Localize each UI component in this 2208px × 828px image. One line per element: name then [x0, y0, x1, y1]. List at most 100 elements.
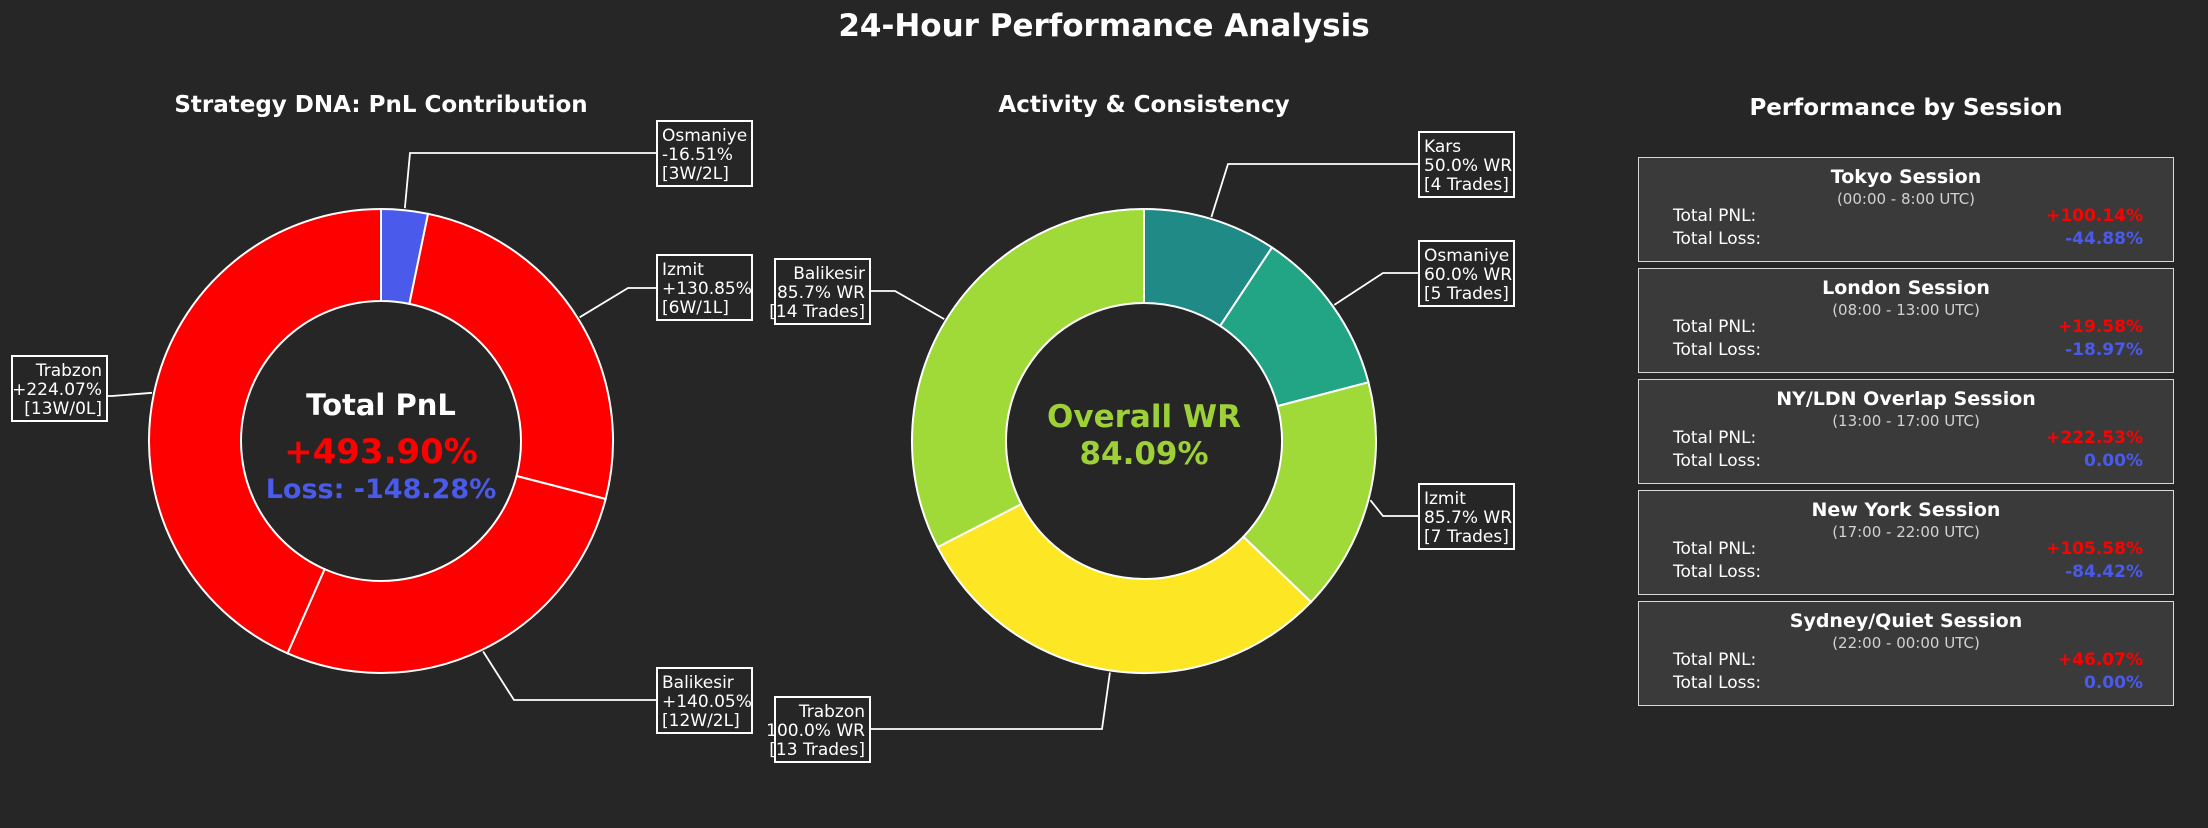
session-pnl-row: Total PNL: +222.53% — [1673, 428, 2143, 448]
session-loss-label: Total Loss: — [1673, 229, 1762, 249]
session-hours: (13:00 - 17:00 UTC) — [1832, 412, 1980, 430]
label-text: [7 Trades] — [1424, 527, 1509, 547]
pnl-label-osmaniye: Osmaniye-16.51%[3W/2L] — [656, 120, 753, 187]
session-loss-value: 0.00% — [2084, 451, 2143, 471]
session-card-new-york: New York Session (17:00 - 22:00 UTC) Tot… — [1638, 490, 2174, 595]
label-box — [774, 696, 871, 763]
session-pnl-value: +105.58% — [2046, 539, 2143, 559]
leader-line — [579, 287, 657, 319]
session-hours: (08:00 - 13:00 UTC) — [1832, 301, 1980, 319]
session-loss-value: -84.42% — [2065, 562, 2143, 582]
label-text: Osmaniye — [1424, 246, 1509, 266]
session-hours: (17:00 - 22:00 UTC) — [1832, 523, 1980, 541]
pnl-label-trabzon: Trabzon+224.07%[13W/0L] — [11, 355, 108, 422]
session-pnl-label: Total PNL: — [1673, 539, 1757, 559]
label-text: +224.07% — [12, 380, 102, 400]
label-text: 85.7% WR — [777, 283, 865, 303]
label-text: Izmit — [1424, 489, 1466, 509]
label-text: [5 Trades] — [1424, 284, 1509, 304]
session-pnl-label: Total PNL: — [1673, 428, 1757, 448]
session-card-ny-ldn-overlap: NY/LDN Overlap Session (13:00 - 17:00 UT… — [1638, 379, 2174, 484]
pnl-chart-title: Strategy DNA: PnL Contribution — [174, 92, 588, 118]
label-text: Izmit — [662, 260, 704, 280]
session-loss-row: Total Loss: -18.97% — [1673, 340, 2143, 360]
leader-line — [403, 152, 657, 209]
label-box — [656, 667, 753, 734]
label-text: Kars — [1424, 137, 1461, 157]
leader-line — [482, 651, 657, 701]
label-text: Trabzon — [35, 361, 102, 381]
session-name: NY/LDN Overlap Session — [1776, 388, 2036, 410]
session-loss-row: Total Loss: 0.00% — [1673, 673, 2143, 693]
session-loss-label: Total Loss: — [1673, 340, 1762, 360]
session-loss-row: Total Loss: -84.42% — [1673, 562, 2143, 582]
label-text: Osmaniye — [662, 126, 747, 146]
pnl-center-total: +493.90% — [284, 432, 478, 472]
pnl-slice-izmit — [408, 212, 614, 501]
session-loss-row: Total Loss: 0.00% — [1673, 451, 2143, 471]
label-text: [14 Trades] — [769, 302, 865, 322]
leader-line — [870, 672, 1111, 730]
label-text: Trabzon — [798, 702, 865, 722]
label-text: 60.0% WR — [1424, 265, 1512, 285]
session-pnl-row: Total PNL: +100.14% — [1673, 206, 2143, 226]
session-loss-value: -44.88% — [2065, 229, 2143, 249]
leader-line — [1369, 499, 1419, 517]
label-text: 100.0% WR — [766, 721, 865, 741]
session-hours: (00:00 - 8:00 UTC) — [1836, 190, 1976, 208]
session-name: Tokyo Session — [1830, 166, 1982, 188]
label-box — [1418, 131, 1515, 198]
label-box — [11, 355, 108, 422]
label-text: 85.7% WR — [1424, 508, 1512, 528]
session-pnl-value: +46.07% — [2057, 650, 2143, 670]
pnl-label-izmit: Izmit+130.85%[6W/1L] — [656, 254, 753, 321]
session-loss-row: Total Loss: -44.88% — [1673, 229, 2143, 249]
session-hours: (22:00 - 00:00 UTC) — [1832, 634, 1980, 652]
session-loss-label: Total Loss: — [1673, 451, 1762, 471]
session-pnl-label: Total PNL: — [1673, 317, 1757, 337]
page-title: 24-Hour Performance Analysis — [838, 8, 1370, 44]
label-text: Balikesir — [793, 264, 865, 284]
session-card-tokyo: Tokyo Session (00:00 - 8:00 UTC) Total P… — [1638, 157, 2174, 262]
session-loss-value: 0.00% — [2084, 673, 2143, 693]
label-text: [13 Trades] — [769, 740, 865, 760]
session-pnl-value: +222.53% — [2046, 428, 2143, 448]
activity-chart-title: Activity & Consistency — [998, 92, 1290, 118]
label-text: 50.0% WR — [1424, 156, 1512, 176]
pnl-center-heading: Total PnL — [306, 388, 456, 422]
pnl-donut-chart: Osmaniye-16.51%[3W/2L] Izmit+130.85%[6W/1… — [11, 120, 753, 734]
pnl-slice-trabzon — [148, 207, 382, 655]
label-text: +130.85% — [662, 279, 752, 299]
label-text: [6W/1L] — [662, 298, 729, 318]
wr-slice-balikesir — [911, 207, 1145, 549]
wr-center-heading: Overall WR — [1047, 399, 1241, 435]
leader-line — [870, 290, 945, 320]
label-text: Balikesir — [662, 673, 734, 693]
session-name: New York Session — [1811, 499, 2001, 521]
leader-line — [1333, 272, 1419, 306]
session-pnl-row: Total PNL: +105.58% — [1673, 539, 2143, 559]
pnl-slice-balikesir — [286, 474, 607, 674]
wr-center-value: 84.09% — [1079, 436, 1208, 472]
label-box — [774, 258, 871, 325]
session-card-london: London Session (08:00 - 13:00 UTC) Total… — [1638, 268, 2174, 373]
session-name: Sydney/Quiet Session — [1789, 610, 2023, 632]
pnl-label-balikesir: Balikesir+140.05%[12W/2L] — [656, 667, 753, 734]
label-box — [1418, 483, 1515, 550]
session-panel: Tokyo Session (00:00 - 8:00 UTC) Total P… — [1638, 157, 2176, 712]
wr-slice-trabzon — [936, 502, 1313, 674]
label-text: -16.51% — [662, 145, 733, 165]
session-pnl-value: +100.14% — [2046, 206, 2143, 226]
label-text: [13W/0L] — [24, 399, 102, 419]
session-panel-title: Performance by Session — [1749, 95, 2063, 121]
session-loss-label: Total Loss: — [1673, 673, 1762, 693]
session-pnl-label: Total PNL: — [1673, 650, 1757, 670]
pnl-center-loss: Loss: -148.28% — [266, 474, 497, 505]
leader-line — [107, 391, 153, 397]
